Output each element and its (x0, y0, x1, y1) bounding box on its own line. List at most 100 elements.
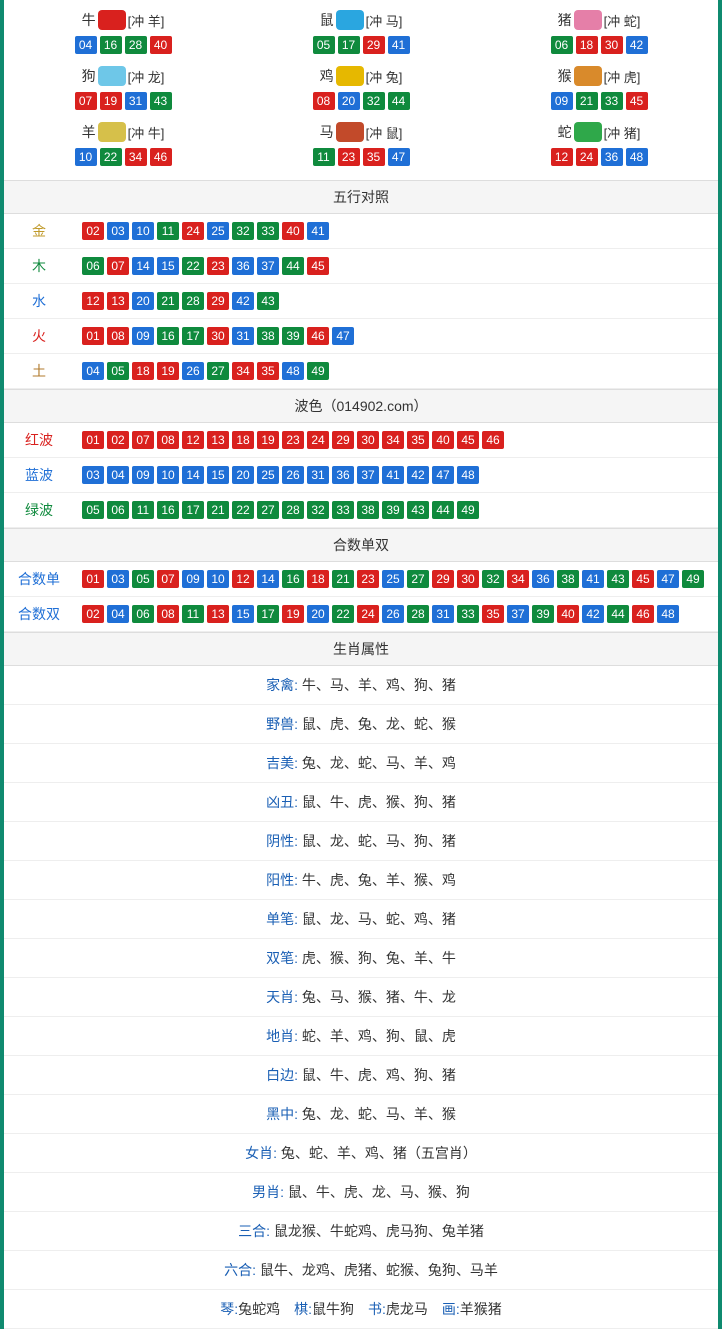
attribute-label: 女肖: (245, 1145, 281, 1161)
number-ball: 19 (282, 605, 304, 623)
number-ball: 25 (257, 466, 279, 484)
number-ball: 04 (107, 605, 129, 623)
number-ball: 15 (232, 605, 254, 623)
number-ball: 18 (132, 362, 154, 380)
number-ball: 11 (182, 605, 204, 623)
zodiac-name: 马 (320, 122, 334, 142)
number-ball: 44 (607, 605, 629, 623)
zodiac-cell: 猪[冲 蛇]06183042 (480, 6, 718, 62)
number-ball: 22 (182, 257, 204, 275)
row-values: 0103050709101214161821232527293032343638… (74, 562, 718, 597)
number-ball: 35 (257, 362, 279, 380)
number-ball: 08 (157, 431, 179, 449)
number-ball: 11 (157, 222, 179, 240)
number-ball: 07 (75, 92, 97, 110)
zodiac-name: 鸡 (320, 66, 334, 86)
number-ball: 05 (132, 570, 154, 588)
zodiac-icon (336, 122, 364, 142)
zodiac-name: 蛇 (558, 122, 572, 142)
row-values: 04051819262734354849 (74, 354, 718, 389)
zodiac-numbers: 05172941 (242, 36, 480, 54)
number-ball: 09 (132, 327, 154, 345)
number-ball: 12 (232, 570, 254, 588)
zodiac-conflict: [冲 马] (366, 11, 403, 30)
number-ball: 28 (407, 605, 429, 623)
number-ball: 46 (482, 431, 504, 449)
attribute-label: 琴: (220, 1301, 238, 1317)
zodiac-cell: 鸡[冲 兔]08203244 (242, 62, 480, 118)
attribute-row: 家禽: 牛、马、羊、鸡、狗、猪 (4, 666, 718, 705)
wuxing-table: 金02031011242532334041木060714152223363744… (4, 214, 718, 389)
number-ball: 20 (232, 466, 254, 484)
row-label: 木 (4, 249, 74, 284)
number-ball: 33 (601, 92, 623, 110)
zodiac-icon (98, 10, 126, 30)
number-ball: 41 (388, 36, 410, 54)
number-ball: 33 (332, 501, 354, 519)
attribute-label: 凶丑: (266, 794, 302, 810)
number-ball: 49 (307, 362, 329, 380)
number-ball: 27 (407, 570, 429, 588)
number-ball: 21 (332, 570, 354, 588)
table-row: 木06071415222336374445 (4, 249, 718, 284)
number-ball: 12 (551, 148, 573, 166)
number-ball: 44 (388, 92, 410, 110)
attribute-value: 兔、蛇、羊、鸡、猪（五宫肖） (281, 1145, 477, 1161)
number-ball: 42 (626, 36, 648, 54)
attribute-row: 单笔: 鼠、龙、马、蛇、鸡、猪 (4, 900, 718, 939)
number-ball: 39 (532, 605, 554, 623)
number-ball: 15 (207, 466, 229, 484)
number-ball: 04 (82, 362, 104, 380)
attribute-label: 野兽: (266, 716, 302, 732)
number-ball: 26 (282, 466, 304, 484)
table-row: 水1213202128294243 (4, 284, 718, 319)
number-ball: 25 (382, 570, 404, 588)
attribute-row: 凶丑: 鼠、牛、虎、猴、狗、猪 (4, 783, 718, 822)
number-ball: 46 (307, 327, 329, 345)
zodiac-icon (574, 66, 602, 86)
heshu-header: 合数单双 (4, 528, 718, 562)
zodiac-icon (336, 10, 364, 30)
zodiac-numbers: 08203244 (242, 92, 480, 110)
number-ball: 08 (107, 327, 129, 345)
number-ball: 23 (282, 431, 304, 449)
row-label: 红波 (4, 423, 74, 458)
number-ball: 22 (332, 605, 354, 623)
number-ball: 45 (457, 431, 479, 449)
number-ball: 07 (107, 257, 129, 275)
attribute-label: 地肖: (266, 1028, 302, 1044)
number-ball: 43 (257, 292, 279, 310)
number-ball: 21 (207, 501, 229, 519)
row-label: 土 (4, 354, 74, 389)
number-ball: 43 (150, 92, 172, 110)
number-ball: 41 (307, 222, 329, 240)
row-label: 蓝波 (4, 458, 74, 493)
number-ball: 45 (307, 257, 329, 275)
row-label: 绿波 (4, 493, 74, 528)
attribute-value: 牛、马、羊、鸡、狗、猪 (302, 677, 456, 693)
row-label: 合数双 (4, 597, 74, 632)
zodiac-grid: 牛[冲 羊]04162840鼠[冲 马]05172941猪[冲 蛇]061830… (4, 0, 718, 180)
number-ball: 35 (482, 605, 504, 623)
attribute-value: 鼠、龙、马、蛇、鸡、猪 (302, 911, 456, 927)
zodiac-icon (574, 122, 602, 142)
attribute-label: 男肖: (252, 1184, 288, 1200)
number-ball: 36 (532, 570, 554, 588)
number-ball: 48 (282, 362, 304, 380)
number-ball: 29 (332, 431, 354, 449)
number-ball: 42 (407, 466, 429, 484)
number-ball: 06 (82, 257, 104, 275)
number-ball: 05 (313, 36, 335, 54)
number-ball: 29 (363, 36, 385, 54)
number-ball: 02 (82, 605, 104, 623)
attribute-row: 地肖: 蛇、羊、鸡、狗、鼠、虎 (4, 1017, 718, 1056)
attribute-label: 吉美: (266, 755, 302, 771)
number-ball: 21 (576, 92, 598, 110)
number-ball: 14 (257, 570, 279, 588)
heshu-table: 合数单0103050709101214161821232527293032343… (4, 562, 718, 632)
number-ball: 31 (307, 466, 329, 484)
number-ball: 42 (582, 605, 604, 623)
number-ball: 43 (407, 501, 429, 519)
zodiac-icon (98, 66, 126, 86)
attribute-label: 三合: (238, 1223, 274, 1239)
